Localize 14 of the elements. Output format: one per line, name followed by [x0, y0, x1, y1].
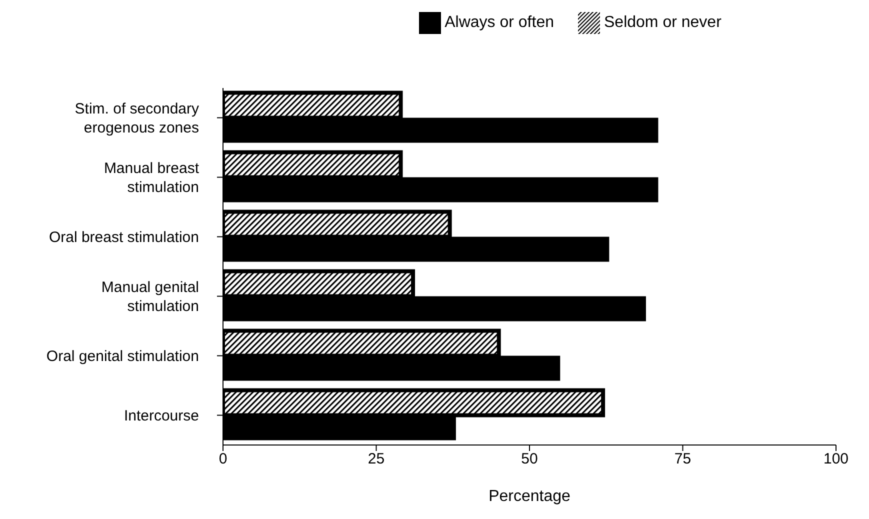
x-tick-label: 75 — [674, 450, 692, 468]
x-tick-label: 100 — [823, 450, 849, 468]
y-tick-label: Manual genital stimulation — [101, 278, 199, 314]
x-tick-label: 50 — [521, 450, 538, 468]
y-tick-label: Stim. of secondary erogenous zones — [74, 100, 200, 136]
y-tick-label: Oral breast stimulation — [48, 228, 199, 246]
legend-label: Always or often — [444, 14, 554, 32]
x-tick-label: 0 — [218, 450, 228, 468]
y-tick-label: Manual breast stimulation — [104, 159, 200, 196]
legend-label: Seldom or never — [604, 14, 722, 32]
y-tick-label: Intercourse — [124, 406, 199, 424]
y-tick-label: Oral genital stimulation — [46, 347, 199, 364]
x-axis-title: Percentage — [488, 488, 571, 505]
x-tick-label: 25 — [368, 450, 385, 468]
